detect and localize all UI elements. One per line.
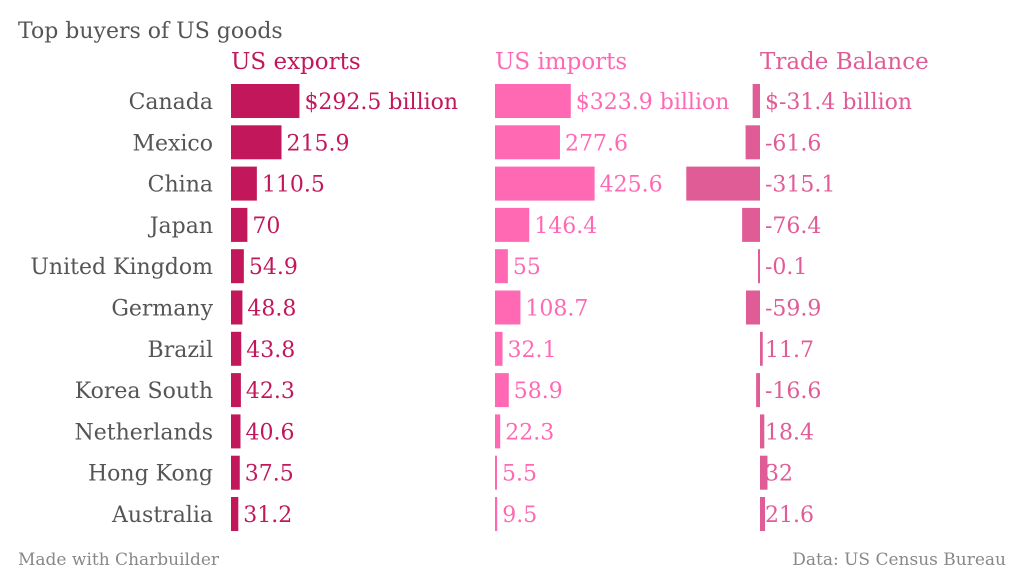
value-label-us-exports-netherlands: 40.6 bbox=[246, 420, 295, 445]
bar-us-exports-brazil bbox=[231, 331, 242, 366]
value-label-us-exports-korea-south: 42.3 bbox=[246, 379, 295, 404]
value-label-trade-balance-united-kingdom: -0.1 bbox=[765, 255, 807, 280]
footer-credit: Made with Charbuilder bbox=[18, 550, 220, 570]
country-label-united-kingdom: United Kingdom bbox=[30, 255, 213, 280]
value-label-trade-balance-australia: 21.6 bbox=[765, 503, 814, 528]
bar-us-exports-australia bbox=[231, 497, 239, 531]
country-label-australia: Australia bbox=[111, 503, 213, 528]
bar-us-imports-japan bbox=[495, 207, 530, 242]
value-label-us-imports-australia: 9.5 bbox=[502, 503, 537, 528]
country-label-hong-kong: Hong Kong bbox=[88, 462, 213, 487]
country-label-netherlands: Netherlands bbox=[74, 420, 213, 445]
country-label-mexico: Mexico bbox=[132, 131, 213, 156]
country-label-korea-south: Korea South bbox=[75, 379, 213, 404]
bar-us-exports-china bbox=[231, 166, 257, 201]
country-label-germany: Germany bbox=[111, 297, 213, 322]
value-label-us-exports-australia: 31.2 bbox=[243, 503, 292, 528]
bar-us-exports-korea-south bbox=[231, 373, 241, 408]
bar-trade-balance-canada bbox=[752, 84, 760, 118]
bar-us-imports-hong-kong bbox=[495, 455, 497, 490]
value-label-us-imports-hong-kong: 5.5 bbox=[502, 462, 537, 487]
bar-trade-balance-germany bbox=[745, 290, 760, 325]
value-label-trade-balance-hong-kong: 32 bbox=[765, 462, 793, 487]
bar-us-imports-canada bbox=[495, 84, 571, 118]
value-label-us-imports-brazil: 32.1 bbox=[508, 338, 557, 363]
header-us-imports: US imports bbox=[495, 49, 628, 75]
value-label-us-exports-germany: 48.8 bbox=[247, 297, 296, 322]
bar-trade-balance-netherlands bbox=[760, 414, 765, 449]
value-label-trade-balance-netherlands: 18.4 bbox=[765, 420, 814, 445]
bar-us-exports-hong-kong bbox=[231, 455, 240, 490]
header-trade-balance: Trade Balance bbox=[760, 49, 929, 75]
value-label-us-imports-netherlands: 22.3 bbox=[505, 420, 554, 445]
country-label-japan: Japan bbox=[148, 214, 213, 239]
footer-source: Data: US Census Bureau bbox=[792, 550, 1006, 570]
bar-trade-balance-korea-south bbox=[756, 373, 760, 408]
value-label-us-exports-japan: 70 bbox=[252, 214, 280, 239]
bar-trade-balance-brazil bbox=[760, 331, 763, 366]
bar-us-exports-japan bbox=[231, 207, 248, 242]
value-label-us-exports-united-kingdom: 54.9 bbox=[249, 255, 298, 280]
bar-us-imports-korea-south bbox=[495, 373, 509, 408]
value-label-us-exports-hong-kong: 37.5 bbox=[245, 462, 294, 487]
bar-us-imports-germany bbox=[495, 290, 521, 325]
chart-title: Top buyers of US goods bbox=[18, 19, 283, 44]
bar-us-imports-china bbox=[495, 166, 595, 201]
value-label-trade-balance-korea-south: -16.6 bbox=[765, 379, 821, 404]
country-label-china: China bbox=[148, 173, 213, 198]
bar-us-exports-mexico bbox=[231, 125, 282, 160]
value-label-trade-balance-china: -315.1 bbox=[765, 173, 835, 198]
value-label-us-exports-china: 110.5 bbox=[262, 173, 325, 198]
value-label-trade-balance-mexico: -61.6 bbox=[765, 131, 821, 156]
bar-trade-balance-mexico bbox=[745, 125, 760, 160]
value-label-us-imports-united-kingdom: 55 bbox=[513, 255, 541, 280]
value-label-trade-balance-japan: -76.4 bbox=[765, 214, 821, 239]
value-label-us-imports-germany: 108.7 bbox=[525, 297, 588, 322]
bar-trade-balance-united-kingdom bbox=[758, 249, 760, 284]
value-label-trade-balance-canada: $-31.4 billion bbox=[765, 90, 912, 115]
value-label-trade-balance-brazil: 11.7 bbox=[765, 338, 814, 363]
country-label-canada: Canada bbox=[129, 90, 213, 115]
bar-trade-balance-hong-kong bbox=[760, 455, 768, 490]
bar-us-exports-united-kingdom bbox=[231, 249, 244, 284]
bar-us-imports-united-kingdom bbox=[495, 249, 508, 284]
bar-trade-balance-china bbox=[686, 166, 760, 201]
header-us-exports: US exports bbox=[231, 49, 361, 75]
bar-us-exports-germany bbox=[231, 290, 243, 325]
bar-us-imports-brazil bbox=[495, 331, 503, 366]
bar-us-exports-canada bbox=[231, 84, 300, 118]
value-label-us-imports-mexico: 277.6 bbox=[565, 131, 628, 156]
bar-us-imports-australia bbox=[495, 497, 498, 531]
bar-us-imports-mexico bbox=[495, 125, 560, 160]
bar-trade-balance-japan bbox=[742, 207, 760, 242]
value-label-us-exports-canada: $292.5 billion bbox=[304, 90, 458, 115]
bar-us-exports-netherlands bbox=[231, 414, 241, 449]
country-label-brazil: Brazil bbox=[148, 338, 213, 363]
value-label-us-exports-mexico: 215.9 bbox=[287, 131, 350, 156]
bar-trade-balance-australia bbox=[760, 497, 766, 531]
value-label-us-exports-brazil: 43.8 bbox=[246, 338, 295, 363]
value-label-trade-balance-germany: -59.9 bbox=[765, 297, 821, 322]
bar-us-imports-netherlands bbox=[495, 414, 501, 449]
value-label-us-imports-japan: 146.4 bbox=[534, 214, 597, 239]
value-label-us-imports-china: 425.6 bbox=[600, 173, 663, 198]
value-label-us-imports-korea-south: 58.9 bbox=[514, 379, 563, 404]
value-label-us-imports-canada: $323.9 billion bbox=[576, 90, 730, 115]
